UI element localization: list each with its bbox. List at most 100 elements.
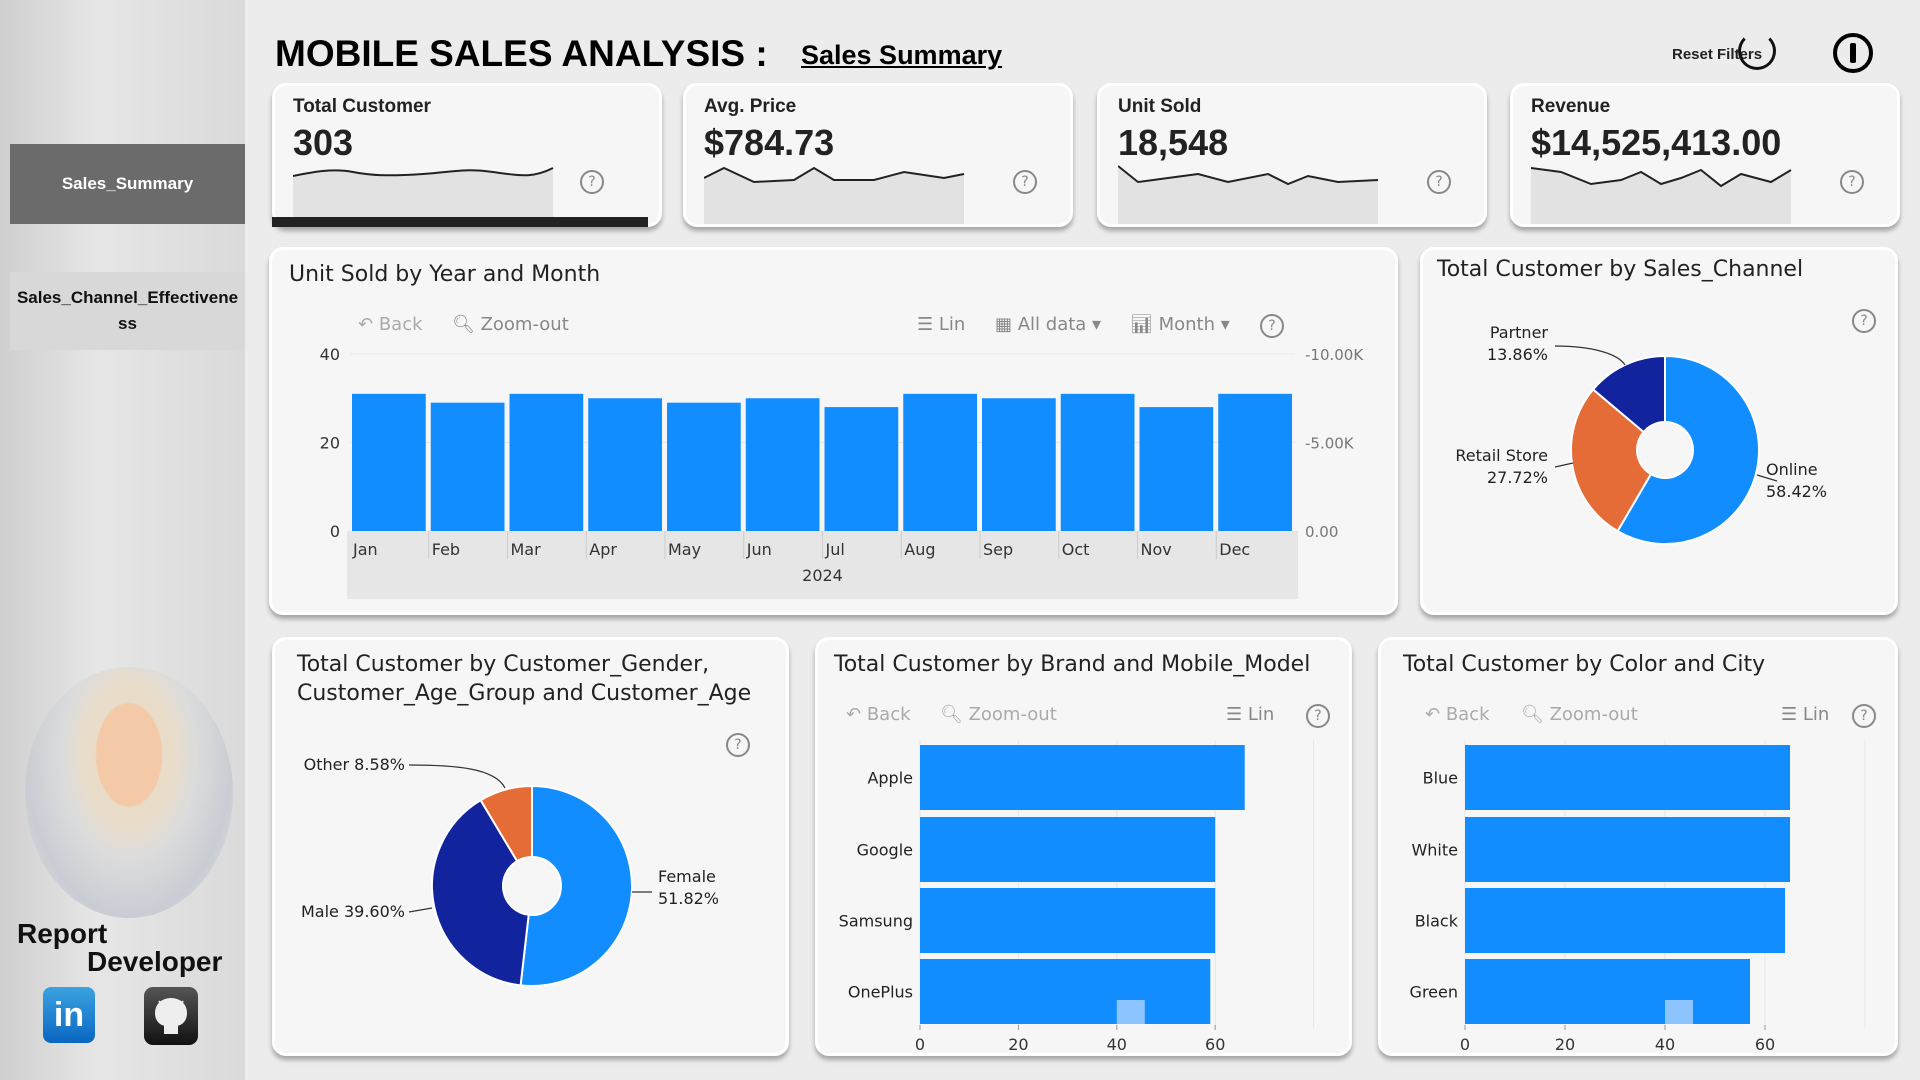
brand-bar-chart: Apple Google Samsung OnePlus 0 20 40 60 bbox=[839, 740, 1315, 1054]
kpi-value: 303 bbox=[293, 122, 354, 163]
kpi-card-revenue[interactable]: Revenue $14,525,413.00 ? bbox=[1510, 83, 1900, 227]
x-tick-label: Jan bbox=[352, 540, 378, 559]
y-tick-label: Green bbox=[1410, 983, 1458, 1002]
kpi-card-total-customer[interactable]: Total Customer 303 ? bbox=[272, 83, 662, 227]
slice-label: Retail Store bbox=[1455, 446, 1548, 465]
github-icon[interactable] bbox=[144, 987, 198, 1045]
slice-label: 51.82% bbox=[658, 889, 719, 908]
slice-male bbox=[431, 798, 530, 987]
zoom-out-button[interactable]: 🔍︎ Zoom-out bbox=[940, 704, 1057, 725]
leader-line bbox=[1756, 474, 1778, 482]
nav-sales-summary[interactable]: Sales_Summary bbox=[10, 144, 245, 224]
slice-female bbox=[519, 784, 633, 987]
kpi-sparkline bbox=[1531, 167, 1792, 224]
page-subtitle: Sales Summary bbox=[801, 40, 1003, 70]
slice-partner bbox=[1591, 354, 1666, 434]
help-icon[interactable]: ? bbox=[1852, 309, 1876, 333]
bar-jun bbox=[745, 398, 820, 531]
y-tick-label: White bbox=[1411, 841, 1458, 860]
page-title: MOBILE SALES ANALYSIS : bbox=[275, 33, 768, 74]
kpi-label: Unit Sold bbox=[1118, 96, 1202, 117]
back-button[interactable]: ↶ Back bbox=[846, 704, 911, 725]
color-chart-card: Total Customer by Color and City ↶ Back … bbox=[1378, 637, 1898, 1056]
help-icon[interactable]: ? bbox=[1260, 314, 1284, 338]
back-label: Back bbox=[1445, 704, 1490, 725]
slice-other bbox=[479, 784, 533, 863]
help-icon[interactable]: ? bbox=[1013, 170, 1037, 194]
x-tick-label: 0 bbox=[915, 1035, 925, 1054]
help-icon[interactable]: ? bbox=[1852, 704, 1876, 728]
chart-title: Total Customer by Sales_Channel bbox=[1437, 257, 1804, 282]
x-tick-label: Apr bbox=[589, 540, 617, 559]
reset-icon[interactable] bbox=[1738, 32, 1776, 70]
slice-label: Female bbox=[658, 867, 716, 886]
lin-button[interactable]: ☰ Lin bbox=[1781, 704, 1830, 725]
nav-sales-channel-effectiveness[interactable]: Sales_Channel_Effectiveness bbox=[10, 272, 245, 350]
help-icon[interactable]: ? bbox=[726, 733, 750, 757]
zoom-out-button[interactable]: 🔍︎ Zoom-out bbox=[452, 314, 569, 335]
zoom-out-label: Zoom-out bbox=[480, 314, 569, 335]
help-icon[interactable]: ? bbox=[1427, 170, 1451, 194]
brand-chart-card: Total Customer by Brand and Mobile_Model… bbox=[815, 637, 1352, 1056]
kpi-sparkline bbox=[1118, 165, 1379, 224]
zoom-out-button[interactable]: 🔍︎ Zoom-out bbox=[1521, 704, 1638, 725]
lin-button[interactable]: ☰ Lin bbox=[1226, 704, 1275, 725]
bar-oneplus bbox=[920, 959, 1211, 1024]
y-tick-label: 40 bbox=[320, 345, 340, 364]
bar-nov bbox=[1139, 407, 1214, 531]
slice-online bbox=[1616, 354, 1760, 545]
x-tick-label: 20 bbox=[1555, 1035, 1575, 1054]
x-group-label: 2024 bbox=[802, 566, 843, 585]
linkedin-icon[interactable]: in bbox=[43, 987, 95, 1043]
kpi-card-unit-sold[interactable]: Unit Sold 18,548 ? bbox=[1097, 83, 1487, 227]
kpi-card-avg-price[interactable]: Avg. Price $784.73 ? bbox=[683, 83, 1073, 227]
selected-indicator bbox=[272, 217, 648, 227]
unit-sold-chart-card: Unit Sold by Year and Month ↶ Back 🔍︎ Zo… bbox=[269, 247, 1398, 615]
zoom-out-label: Zoom-out bbox=[968, 704, 1057, 725]
bar-samsung bbox=[920, 888, 1216, 953]
slice-label: 13.86% bbox=[1487, 345, 1548, 364]
help-icon[interactable]: ? bbox=[1306, 704, 1330, 728]
help-icon[interactable]: ? bbox=[580, 170, 604, 194]
scroll-down-button[interactable] bbox=[1116, 1000, 1145, 1024]
x-tick-label: 0 bbox=[1460, 1035, 1470, 1054]
kpi-label: Total Customer bbox=[293, 96, 431, 117]
y-tick-label: Blue bbox=[1423, 769, 1458, 788]
back-button[interactable]: ↶ Back bbox=[1425, 704, 1490, 725]
slice-label: Other 8.58% bbox=[304, 755, 405, 774]
x-tick-label: Jul bbox=[825, 540, 845, 559]
x-tick-label: Mar bbox=[511, 540, 542, 559]
y-tick-label: Apple bbox=[867, 769, 913, 788]
bar-jan bbox=[352, 393, 426, 531]
developer-photo bbox=[25, 667, 233, 918]
chart-title-line2: Customer_Age_Group and Customer_Age bbox=[297, 681, 752, 706]
bar-dec bbox=[1218, 393, 1292, 531]
kpi-sparkline bbox=[704, 166, 965, 224]
back-label: Back bbox=[378, 314, 423, 335]
scroll-down-button[interactable] bbox=[1665, 1000, 1693, 1024]
bar-white bbox=[1465, 817, 1790, 882]
help-icon[interactable]: ? bbox=[1840, 170, 1864, 194]
y-tick-label: Google bbox=[857, 841, 913, 860]
chart-title: Total Customer by Brand and Mobile_Model bbox=[834, 652, 1311, 677]
month-dropdown[interactable]: 📊︎ Month ▾ bbox=[1130, 314, 1230, 335]
kpi-value: $14,525,413.00 bbox=[1531, 122, 1782, 163]
power-icon[interactable] bbox=[1833, 33, 1873, 73]
x-tick-label: 20 bbox=[1008, 1035, 1028, 1054]
kpi-label: Avg. Price bbox=[704, 96, 797, 117]
x-tick-label: 40 bbox=[1655, 1035, 1675, 1054]
kpi-value: $784.73 bbox=[704, 122, 835, 163]
leader-line bbox=[1554, 462, 1574, 468]
leader-line bbox=[408, 764, 506, 789]
lin-button[interactable]: ☰ Lin bbox=[917, 314, 966, 335]
color-bar-chart: Blue White Black Green 0 20 40 60 bbox=[1410, 740, 1866, 1054]
all-data-dropdown[interactable]: ▦ All data ▾ bbox=[995, 314, 1102, 335]
kpi-sparkline bbox=[293, 167, 554, 224]
bar-oct bbox=[1060, 393, 1135, 531]
x-tick-label: 40 bbox=[1107, 1035, 1127, 1054]
back-button[interactable]: ↶ Back bbox=[358, 314, 423, 335]
bar-black bbox=[1465, 888, 1785, 953]
bar-blue bbox=[1465, 745, 1790, 810]
bar-apr bbox=[588, 398, 662, 531]
back-label: Back bbox=[866, 704, 911, 725]
